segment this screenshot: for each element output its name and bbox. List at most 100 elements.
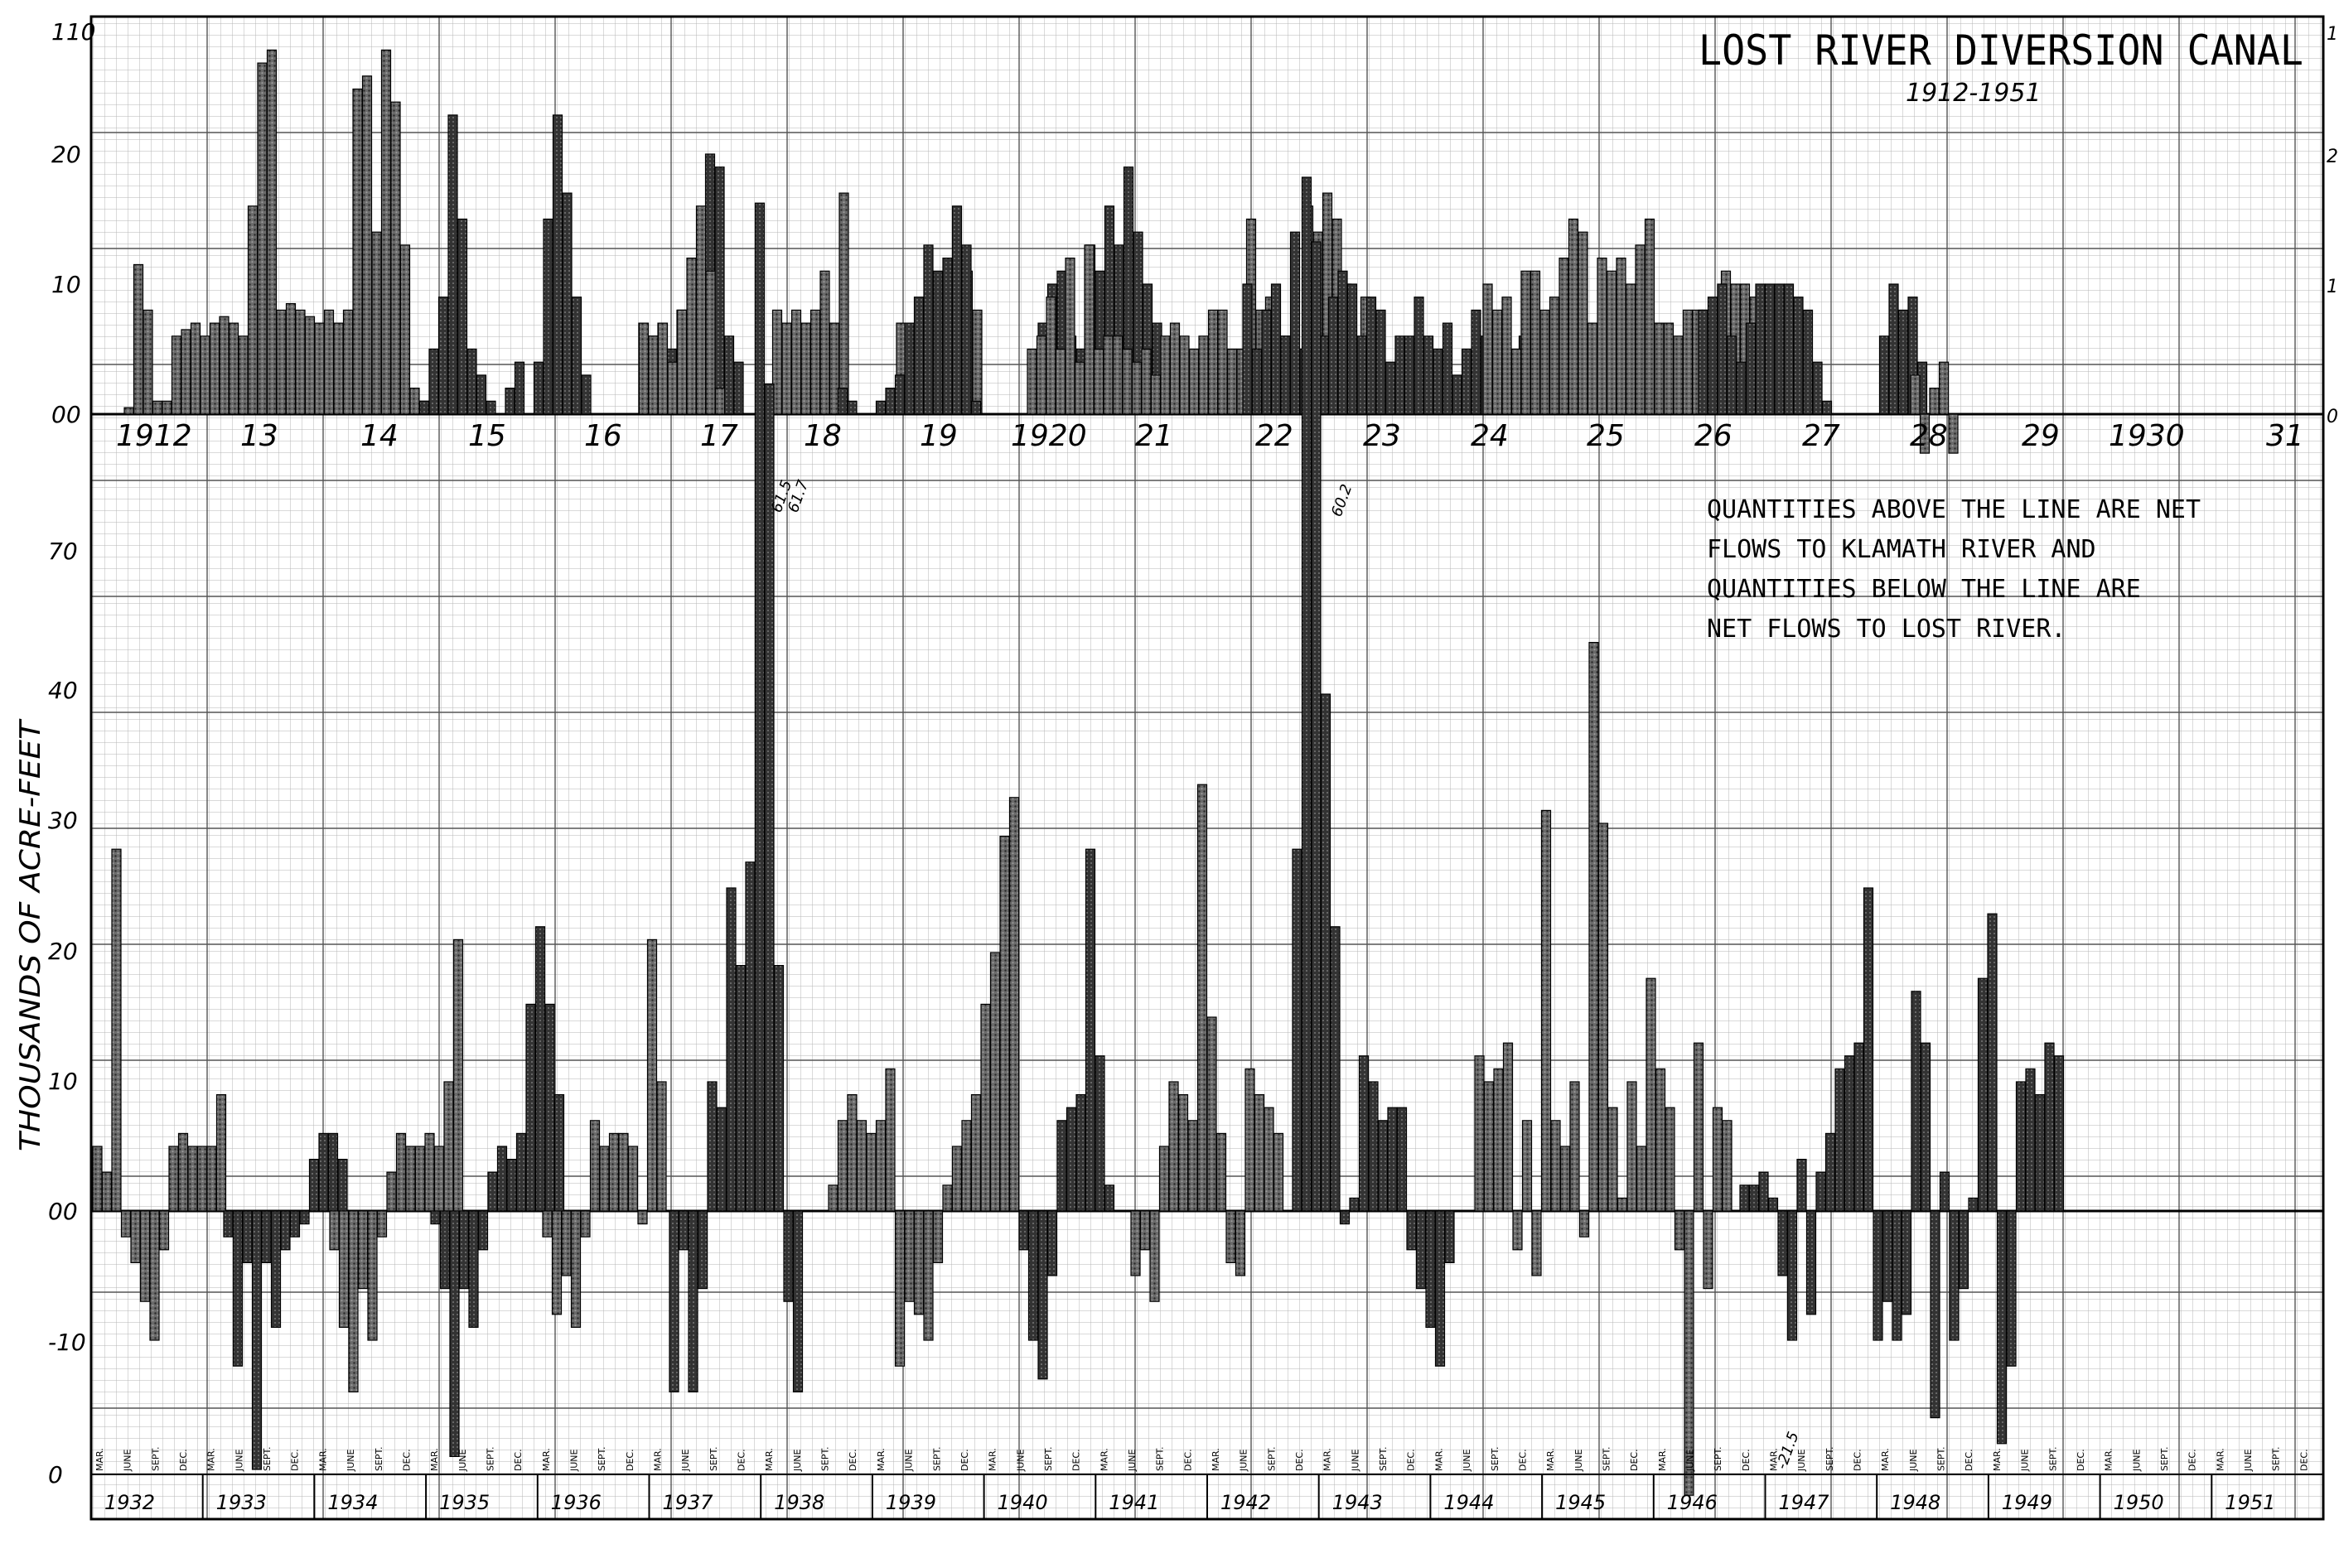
top-bar: [162, 400, 172, 415]
top-bar: [1764, 283, 1776, 415]
top-bar: [989, 413, 1001, 416]
bottom-bar: [1758, 1171, 1769, 1212]
top-bar: [1568, 218, 1579, 415]
top-bar: [733, 361, 744, 415]
month-label: JUNE: [1239, 1449, 1249, 1472]
top-bar: [1103, 335, 1114, 415]
month-label: JUNE: [346, 1449, 356, 1472]
bottom-y-tick: -10: [48, 1329, 86, 1356]
top-bar: [885, 388, 896, 415]
month-label: JUNE: [1684, 1449, 1695, 1472]
top-year-label: 19: [920, 419, 958, 453]
month-label: DEC.: [178, 1449, 189, 1471]
top-bar: [1881, 413, 1892, 416]
bottom-bar: [2006, 1210, 2017, 1367]
top-bar: [1897, 309, 1909, 415]
top-bar: [942, 258, 953, 415]
bottom-bar: [1626, 1081, 1637, 1212]
bottom-bar: [348, 1210, 359, 1392]
footer-year: 1937: [663, 1491, 714, 1514]
top-bar: [437, 297, 449, 415]
month-label: MAR.: [764, 1448, 775, 1471]
top-year-label: 27: [1802, 419, 1840, 453]
top-bar: [543, 218, 553, 415]
month-label: MAR.: [317, 1448, 328, 1471]
month-label: JUNE: [1908, 1449, 1919, 1472]
bottom-bar: [589, 1120, 601, 1212]
bottom-bar: [1712, 1107, 1723, 1212]
bottom-bar: [989, 952, 1001, 1212]
footer-year: 1948: [1890, 1491, 1940, 1514]
month-label: MAR.: [653, 1448, 664, 1471]
bottom-bar: [1056, 1120, 1067, 1212]
month-label: MAR.: [876, 1448, 887, 1471]
top-year-label: 17: [700, 419, 738, 453]
top-bar: [562, 192, 573, 415]
top-bar: [399, 244, 411, 415]
bottom-bar: [669, 1210, 679, 1392]
top-bar: [1188, 348, 1200, 415]
fine-grid: [91, 17, 2323, 1519]
month-label: MAR.: [988, 1448, 998, 1471]
top-bar: [1831, 413, 1842, 416]
top-bar: [1888, 283, 1899, 415]
top-bar: [724, 413, 735, 416]
bottom-bar: [1008, 797, 1020, 1212]
month-label: DEC.: [2076, 1449, 2086, 1471]
top-bar: [361, 75, 373, 415]
top-y-tick: 00: [51, 401, 81, 428]
top-bar: [257, 62, 268, 415]
top-bar: [1433, 348, 1443, 415]
top-bar: [1736, 361, 1747, 415]
month-label: SEPT.: [150, 1447, 161, 1471]
bottom-bar: [1674, 1210, 1685, 1251]
bottom-bar: [318, 1132, 329, 1212]
bottom-y-tick: 30: [48, 807, 78, 834]
month-label: MAR.: [1211, 1448, 1221, 1471]
bottom-bar: [1415, 1210, 1427, 1290]
month-label: DEC.: [1071, 1449, 1082, 1471]
top-bar: [1900, 413, 1911, 416]
bottom-bar: [280, 1210, 291, 1251]
top-bar: [1375, 309, 1386, 415]
bottom-bar: [1834, 1068, 1845, 1212]
month-label: JUNE: [1127, 1449, 1138, 1472]
bottom-bar: [1796, 1158, 1807, 1212]
top-bar: [428, 348, 439, 415]
bottom-bar: [1377, 1120, 1389, 1212]
bottom-bar: [424, 1132, 435, 1212]
top-bar: [1018, 413, 1029, 416]
bottom-bar: [1693, 1042, 1704, 1212]
top-bar: [695, 205, 707, 415]
top-bar: [714, 166, 725, 415]
bottom-bar: [232, 1210, 244, 1367]
top-bar: [1663, 322, 1675, 415]
top-bar: [1510, 348, 1522, 415]
bottom-bar: [637, 1210, 648, 1225]
bottom-bar: [1311, 241, 1322, 1212]
month-label: DEC.: [959, 1449, 970, 1471]
top-bar: [1150, 374, 1162, 415]
month-label: SEPT.: [597, 1447, 607, 1471]
top-bar: [1821, 400, 1833, 415]
bottom-bar: [1168, 1081, 1179, 1212]
bottom-bar: [1977, 977, 1989, 1212]
footer-year: 1935: [439, 1491, 490, 1514]
top-bar: [1910, 374, 1921, 415]
bottom-bar: [1104, 1184, 1115, 1212]
top-bar: [629, 413, 640, 416]
bottom-bar: [1349, 1197, 1360, 1212]
bottom-bar: [1968, 1197, 1979, 1212]
chart-frame: [89, 15, 2325, 1521]
top-bar: [505, 388, 515, 415]
top-bar: [1559, 258, 1569, 415]
month-label: MAR.: [1545, 1448, 1556, 1471]
top-bar: [781, 322, 792, 415]
top-year-label: 29: [2022, 419, 2060, 453]
top-year-label: 14: [360, 419, 399, 453]
top-bar: [1597, 258, 1607, 415]
bottom-bar: [1636, 1146, 1647, 1212]
month-label: MAR.: [1880, 1448, 1891, 1471]
top-y-tick: 20: [51, 141, 81, 168]
bottom-bar: [1540, 809, 1552, 1212]
